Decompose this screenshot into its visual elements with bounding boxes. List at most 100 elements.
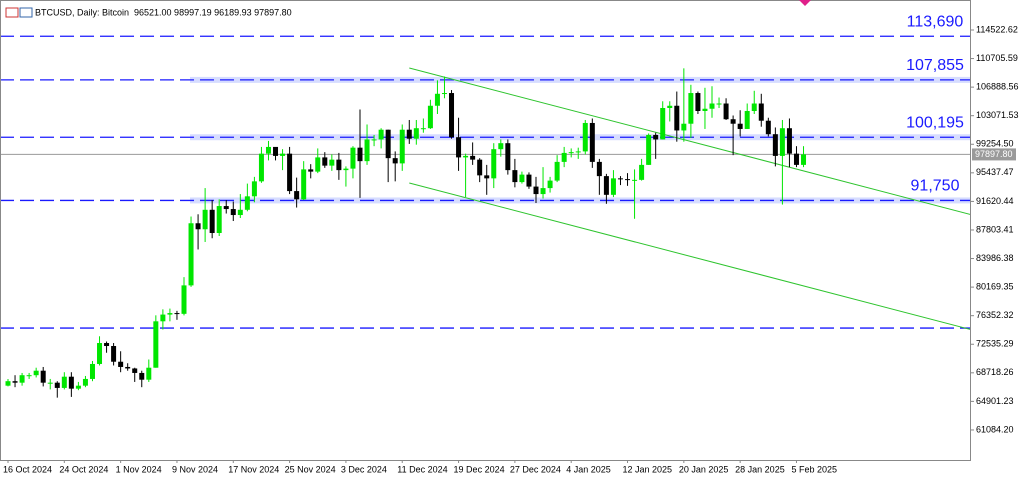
candle-body bbox=[744, 110, 750, 129]
candle-body bbox=[786, 128, 792, 154]
candle-body bbox=[125, 366, 131, 369]
candle-body bbox=[413, 128, 419, 139]
candle-body bbox=[350, 147, 356, 169]
candle-body bbox=[12, 381, 18, 383]
candle-body bbox=[779, 128, 785, 156]
candle-body bbox=[26, 375, 32, 377]
x-tick-label: 9 Nov 2024 bbox=[172, 464, 218, 474]
icon bbox=[19, 7, 33, 18]
y-tick-label: 64901.23 bbox=[976, 396, 1014, 406]
candle-body bbox=[441, 93, 447, 95]
x-tick-label: 17 Nov 2024 bbox=[228, 464, 279, 474]
candle-body bbox=[406, 129, 412, 139]
candle-body bbox=[280, 153, 286, 156]
candle-body bbox=[765, 120, 771, 135]
candle-body bbox=[209, 209, 215, 233]
candle-body bbox=[526, 174, 532, 187]
candle-body bbox=[202, 209, 208, 230]
candle-body bbox=[378, 129, 384, 140]
candle-body bbox=[392, 158, 398, 164]
x-tick-label: 19 Dec 2024 bbox=[454, 464, 505, 474]
candle-body bbox=[237, 209, 243, 216]
candle-body bbox=[434, 93, 440, 106]
x-tick-label: 1 Nov 2024 bbox=[116, 464, 162, 474]
x-tick-label: 5 Feb 2025 bbox=[791, 464, 837, 474]
level-label: 107,855 bbox=[906, 57, 964, 74]
candle-body bbox=[82, 378, 88, 386]
candle-body bbox=[547, 180, 553, 189]
y-tick-label: 72535.29 bbox=[976, 339, 1014, 349]
candle-body bbox=[617, 178, 623, 180]
candle-body bbox=[596, 161, 602, 177]
candle-body bbox=[639, 164, 645, 180]
x-tick-label: 11 Dec 2024 bbox=[397, 464, 447, 474]
candle-body bbox=[181, 285, 187, 314]
candle-body bbox=[449, 93, 455, 138]
channel-line bbox=[409, 182, 970, 330]
candle-body bbox=[294, 191, 300, 200]
candle-body bbox=[89, 363, 95, 379]
level-label: 91,750 bbox=[911, 178, 960, 195]
candle-body bbox=[195, 223, 201, 230]
x-tick-label: 28 Jan 2025 bbox=[735, 464, 785, 474]
y-tick-label: 99254.50 bbox=[976, 139, 1014, 149]
candle-body bbox=[667, 105, 673, 109]
candle-body bbox=[688, 93, 694, 124]
candle-body bbox=[371, 139, 377, 141]
candle-body bbox=[111, 346, 117, 362]
candle-body bbox=[61, 376, 67, 388]
candle-body bbox=[730, 119, 736, 124]
candle-body bbox=[364, 139, 370, 162]
candle-body bbox=[329, 159, 335, 166]
candle-body bbox=[561, 152, 567, 162]
candle-body bbox=[19, 375, 25, 383]
candle-body bbox=[737, 123, 743, 129]
candle-body bbox=[399, 129, 405, 164]
candle-body bbox=[153, 321, 159, 368]
x-tick-label: 20 Jan 2025 bbox=[679, 464, 729, 474]
candle-body bbox=[216, 206, 222, 233]
candle-body bbox=[104, 343, 110, 347]
level-label: 113,690 bbox=[907, 13, 964, 30]
candle-body bbox=[420, 128, 426, 130]
candle-body bbox=[484, 175, 490, 179]
chart-title: BTCUSD, Daily: Bitcoin 96521.00 98997.19… bbox=[35, 7, 292, 17]
candle-body bbox=[33, 370, 39, 376]
candle-body bbox=[772, 134, 778, 156]
y-tick-label: 114522.62 bbox=[976, 24, 1018, 34]
x-tick-label: 3 Dec 2024 bbox=[341, 464, 387, 474]
candle-body bbox=[801, 154, 807, 165]
candle-body bbox=[5, 381, 11, 386]
candle-body bbox=[660, 108, 666, 140]
candle-body bbox=[470, 155, 476, 160]
candle-body bbox=[632, 179, 638, 181]
y-tick-label: 80169.35 bbox=[976, 281, 1014, 291]
candle-body bbox=[68, 376, 74, 389]
y-tick-label: 106888.56 bbox=[976, 82, 1019, 92]
candle-body bbox=[463, 155, 469, 158]
plot-frame bbox=[0, 0, 971, 461]
candle-body bbox=[568, 152, 574, 154]
candle-body bbox=[505, 143, 511, 171]
x-tick-label: 12 Jan 2025 bbox=[623, 464, 673, 474]
candle-body bbox=[554, 161, 560, 181]
x-tick-label: 4 Jan 2025 bbox=[566, 464, 611, 474]
candle-body bbox=[47, 382, 53, 384]
candle-body bbox=[308, 169, 314, 172]
candle-body bbox=[336, 159, 342, 171]
candle-body bbox=[315, 157, 321, 172]
x-tick-label: 24 Oct 2024 bbox=[59, 464, 108, 474]
candle-body bbox=[709, 103, 715, 109]
candle-body bbox=[188, 223, 194, 286]
candle-body bbox=[273, 146, 279, 156]
candle-body bbox=[653, 134, 659, 140]
candle-body bbox=[97, 343, 103, 364]
y-tick-label: 95437.47 bbox=[976, 167, 1014, 177]
candle-body bbox=[793, 153, 799, 165]
candle-body bbox=[533, 186, 539, 195]
candle-body bbox=[589, 122, 595, 162]
candle-body bbox=[702, 108, 708, 111]
y-tick-label: 103071.53 bbox=[976, 110, 1019, 120]
